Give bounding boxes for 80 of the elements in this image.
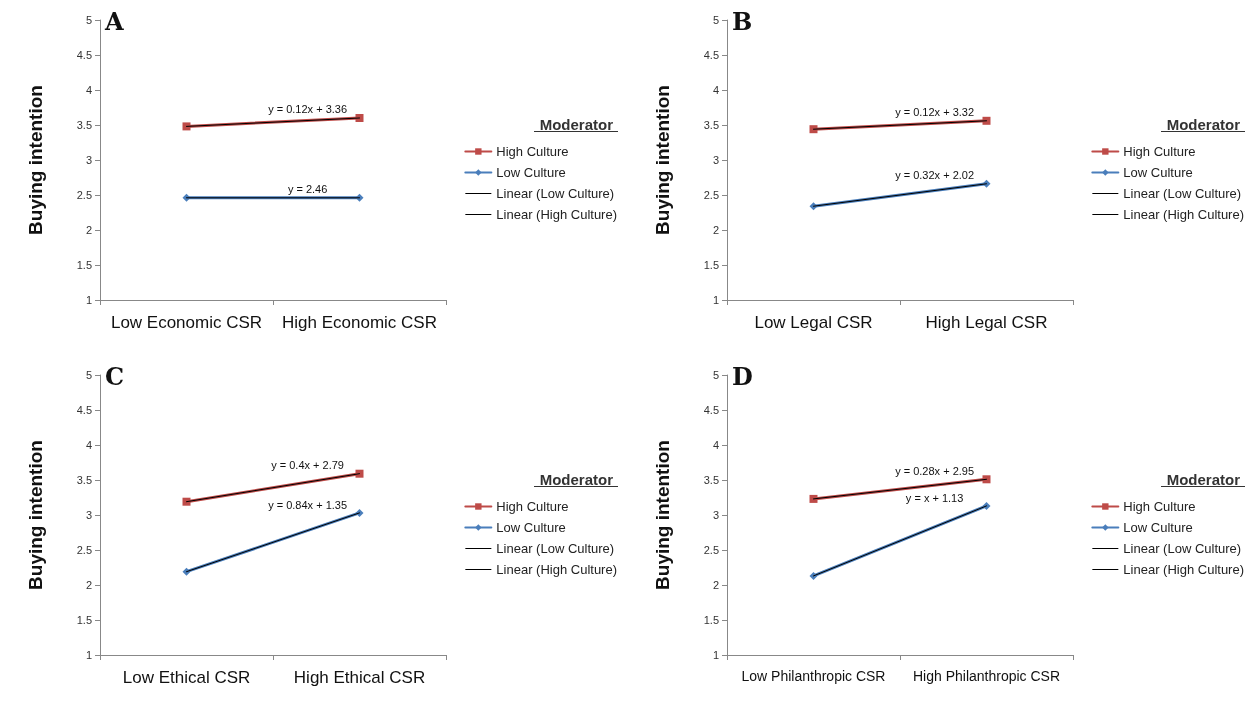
legend-title: Moderator [1166, 471, 1241, 488]
y-tick-label: 4 [712, 84, 719, 96]
annotation: y = x + 1.13 [905, 492, 964, 505]
y-tick-label: 5 [712, 369, 719, 381]
y-tick-label: 2 [712, 579, 719, 591]
y-tick-label: 3 [712, 154, 719, 166]
x-tick-label: High Philanthropic CSR [912, 668, 1061, 684]
legend-title: Moderator [539, 116, 614, 133]
y-tick-label: 2.5 [703, 189, 719, 201]
x-tick-label: Low Economic CSR [110, 313, 263, 332]
y-axis-title: Buying intention [25, 85, 46, 235]
annotation: y = 0.28x + 2.95 [895, 464, 975, 477]
y-axis-title: Buying intention [652, 440, 673, 590]
y-tick-label: 3.5 [76, 474, 92, 486]
annotation: y = 0.32x + 2.02 [895, 169, 975, 182]
legend-label: Low Culture [496, 165, 566, 180]
y-tick-label: 3 [712, 509, 719, 521]
x-tick-label: High Legal CSR [925, 313, 1048, 332]
x-tick-label: Low Ethical CSR [122, 668, 251, 687]
legend-label: High Culture [1123, 144, 1196, 159]
legend-label: Linear (High Culture) [1123, 562, 1245, 577]
x-tick-label: High Ethical CSR [293, 668, 426, 687]
y-tick-label: 3.5 [76, 119, 92, 131]
y-tick-label: 1.5 [703, 614, 719, 626]
legend-label: Linear (Low Culture) [496, 186, 615, 201]
y-axis-title: Buying intention [25, 440, 46, 590]
y-tick-label: 3 [85, 154, 92, 166]
y-tick-label: 1 [85, 294, 92, 306]
chart-title: B [732, 6, 753, 36]
y-tick-label: 4 [85, 439, 92, 451]
legend-label: High Culture [1123, 499, 1196, 514]
annotation: y = 0.84x + 1.35 [268, 499, 348, 512]
y-tick-label: 1.5 [76, 259, 92, 271]
y-tick-label: 2.5 [703, 544, 719, 556]
x-tick-label: Low Legal CSR [754, 313, 873, 332]
y-tick-label: 3.5 [703, 119, 719, 131]
y-tick-label: 4.5 [703, 404, 719, 416]
y-tick-label: 4.5 [703, 49, 719, 61]
y-tick-label: 1 [712, 294, 719, 306]
legend-label: Low Culture [496, 520, 566, 535]
legend-label: Low Culture [1123, 165, 1193, 180]
chart-title: D [732, 361, 753, 391]
y-tick-label: 4 [712, 439, 719, 451]
annotation: y = 0.4x + 2.79 [271, 459, 344, 472]
legend-title: Moderator [1166, 116, 1241, 133]
x-tick-label: High Economic CSR [282, 313, 437, 332]
legend-title: Moderator [539, 471, 614, 488]
legend-label: Linear (Low Culture) [496, 541, 615, 556]
y-tick-label: 1.5 [76, 614, 92, 626]
y-tick-label: 4.5 [76, 49, 92, 61]
annotation: y = 2.46 [287, 182, 328, 195]
y-tick-label: 5 [712, 14, 719, 26]
y-tick-label: 2.5 [76, 189, 92, 201]
legend-label: Linear (High Culture) [496, 562, 618, 577]
y-tick-label: 2 [712, 224, 719, 236]
legend-label: Linear (Low Culture) [1123, 541, 1242, 556]
y-tick-label: 2 [85, 579, 92, 591]
y-tick-label: 3 [85, 509, 92, 521]
y-tick-label: 3.5 [703, 474, 719, 486]
y-tick-label: 2.5 [76, 544, 92, 556]
legend-label: Low Culture [1123, 520, 1193, 535]
y-tick-label: 1.5 [703, 259, 719, 271]
y-tick-label: 5 [85, 14, 92, 26]
y-tick-label: 2 [85, 224, 92, 236]
y-tick-label: 1 [85, 649, 92, 661]
y-axis-title: Buying intention [652, 85, 673, 235]
legend-label: Linear (High Culture) [496, 207, 618, 222]
legend-label: High Culture [496, 144, 569, 159]
annotation: y = 0.12x + 3.36 [268, 103, 348, 116]
chart-title: A [104, 6, 124, 36]
y-tick-label: 1 [712, 649, 719, 661]
annotation: y = 0.12x + 3.32 [895, 105, 975, 118]
x-tick-label: Low Philanthropic CSR [741, 668, 886, 684]
legend-label: Linear (High Culture) [1123, 207, 1245, 222]
y-tick-label: 4.5 [76, 404, 92, 416]
y-tick-label: 4 [85, 84, 92, 96]
legend-label: High Culture [496, 499, 569, 514]
legend-label: Linear (Low Culture) [1123, 186, 1242, 201]
y-tick-label: 5 [85, 369, 92, 381]
chart-title: C [105, 361, 125, 391]
